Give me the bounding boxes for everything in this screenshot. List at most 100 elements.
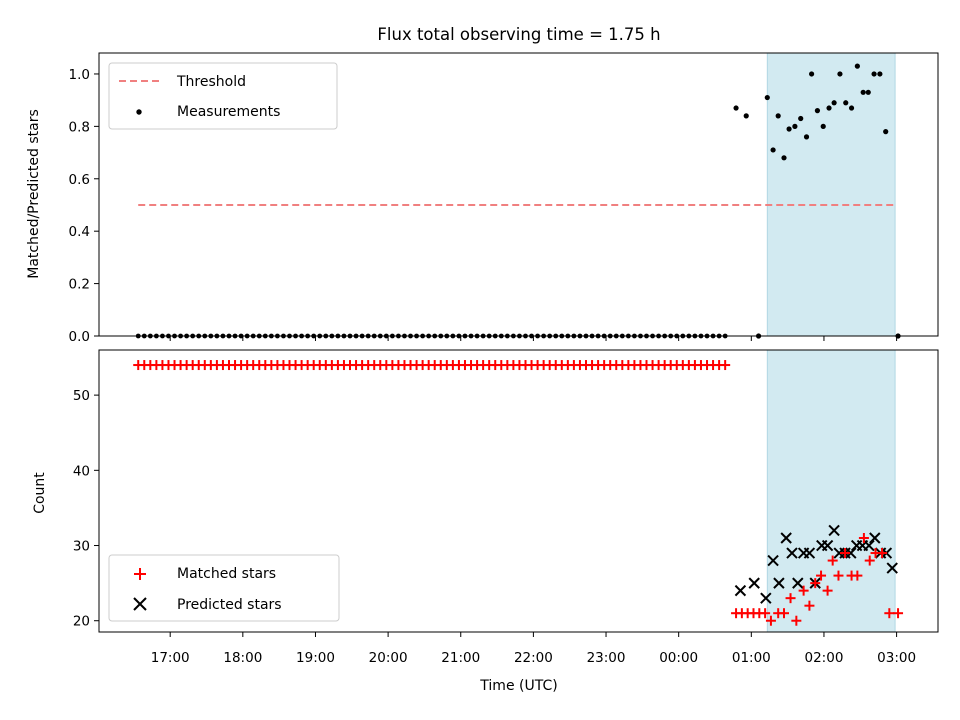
bottom-y-tick-label: 40 <box>73 463 90 479</box>
predicted-star-marker <box>773 577 785 589</box>
top-y-tick-label: 0.2 <box>69 277 90 293</box>
bottom-legend: Matched stars Predicted stars <box>108 554 340 622</box>
top-legend: Threshold Measurements <box>108 62 338 130</box>
matched-star-marker <box>852 570 863 581</box>
top-y-tick-label: 0.4 <box>69 224 90 240</box>
legend-matched-label: Matched stars <box>177 566 276 582</box>
matched-star-marker <box>877 548 888 559</box>
predicted-star-marker-b <box>748 577 760 589</box>
matched-star-marker <box>720 360 731 371</box>
measurement-point <box>860 89 866 95</box>
observing-window-shade-bottom <box>766 349 896 633</box>
matched-star-marker <box>765 615 776 626</box>
measurement-point <box>865 89 871 95</box>
predicted-star-marker <box>828 524 840 537</box>
top-y-axis-label: Matched/Predicted stars <box>26 109 42 279</box>
predicted-star-marker <box>821 539 834 552</box>
predicted-star-marker-b <box>773 577 785 589</box>
bottom-y-tick-label: 30 <box>73 539 90 555</box>
matched-star-marker <box>833 570 844 581</box>
bottom-y-axis-label: Count <box>32 472 48 514</box>
x-tick-label: 18:00 <box>223 650 262 666</box>
measurement-point <box>775 113 781 119</box>
top-legend-box <box>108 62 338 130</box>
x-tick-label: 02:00 <box>805 650 844 666</box>
predicted-star-marker-b <box>734 584 747 597</box>
measurement-point <box>871 71 877 77</box>
matched-star-marker <box>804 600 815 611</box>
predicted-star-marker <box>734 584 747 597</box>
measurement-point <box>743 113 749 119</box>
top-y-tick-label: 1.0 <box>69 67 90 83</box>
top-y-tick-label: 0.8 <box>69 119 90 135</box>
top-y-tick-label: 0.0 <box>69 329 90 345</box>
top-y-tick-label: 0.6 <box>69 172 90 188</box>
predicted-star-marker-b <box>863 539 875 552</box>
x-tick-label: 19:00 <box>296 650 335 666</box>
predicted-star-marker <box>869 532 881 544</box>
measurement-point <box>803 134 810 140</box>
measurement-point <box>854 63 860 69</box>
top-y-ticks: 0.0 0.2 0.4 0.6 0.8 1.0 <box>69 67 99 345</box>
predicted-star-marker-b <box>780 532 792 544</box>
predicted-star-marker <box>748 577 760 589</box>
predicted-star-marker <box>886 562 898 574</box>
legend-threshold-label: Threshold <box>176 74 246 90</box>
legend-predicted-label: Predicted stars <box>177 597 282 613</box>
predicted-star-marker <box>780 532 792 544</box>
matched-star-marker <box>779 608 790 619</box>
bottom-legend-box <box>108 554 340 622</box>
matched-star-marker <box>785 593 796 604</box>
count-points <box>133 360 904 626</box>
predicted-star-marker <box>767 554 779 567</box>
predicted-star-marker-b <box>760 592 772 604</box>
legend-measurements-label: Measurements <box>177 104 280 120</box>
predicted-star-marker <box>803 547 816 559</box>
measurement-point <box>843 100 849 106</box>
matched-star-marker <box>816 570 827 581</box>
matched-star-marker <box>798 585 809 596</box>
measurement-point <box>733 105 739 111</box>
x-tick-label: 01:00 <box>732 650 771 666</box>
measurement-point <box>820 123 826 129</box>
x-tick-label: 17:00 <box>151 650 190 666</box>
predicted-star-marker-b <box>886 562 898 574</box>
matched-star-marker <box>827 555 838 566</box>
bottom-panel: 20 30 40 50 17:00 18:00 19:00 20:00 21:00 22:00 2… <box>32 349 939 694</box>
measurement-point <box>781 155 787 161</box>
matched-star-marker <box>858 533 869 543</box>
x-tick-label: 20:00 <box>369 650 408 666</box>
bottom-plot-frame <box>98 349 939 633</box>
predicted-star-marker-b <box>786 547 798 559</box>
matched-star-marker <box>864 555 875 566</box>
measurement-point <box>792 123 798 129</box>
measurement-point <box>883 129 889 135</box>
predicted-star-marker-b <box>803 547 816 559</box>
predicted-star-marker-b <box>821 539 834 552</box>
x-tick-label: 23:00 <box>587 650 626 666</box>
predicted-star-marker <box>792 577 804 589</box>
measurement-point <box>786 126 792 132</box>
predicted-star-marker <box>760 592 772 604</box>
measurement-point <box>814 108 821 114</box>
bottom-y-tick-label: 50 <box>73 388 90 404</box>
measurement-point <box>837 71 843 77</box>
matched-star-marker <box>760 608 771 619</box>
chart-title: Flux total observing time = 1.75 h <box>377 25 660 44</box>
predicted-star-marker-b <box>767 554 779 567</box>
measurement-point <box>809 71 815 77</box>
top-plot-frame <box>98 52 939 337</box>
predicted-star-marker-b <box>792 577 804 589</box>
legend-predicted-swatch <box>133 597 147 611</box>
predicted-star-marker <box>786 547 798 559</box>
predicted-star-marker-b <box>828 524 840 537</box>
predicted-star-marker <box>845 547 857 559</box>
x-tick-label: 00:00 <box>659 650 698 666</box>
measurement-point <box>826 105 832 111</box>
measurement-point <box>764 94 770 101</box>
measurement-point <box>770 147 776 153</box>
measurement-point <box>877 71 883 77</box>
predicted-star-marker-b <box>845 547 857 559</box>
x-tick-label: 22:00 <box>514 650 553 666</box>
